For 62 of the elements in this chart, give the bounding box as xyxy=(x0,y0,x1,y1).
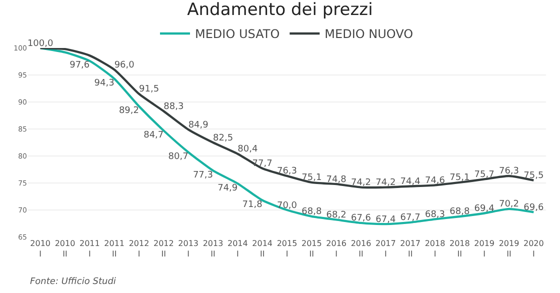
data-label: 74,8 xyxy=(326,174,347,185)
data-label: 74,4 xyxy=(400,176,421,187)
x-tick-label: 2017 II xyxy=(400,239,421,258)
x-tick-label: 2016 II xyxy=(350,239,372,258)
x-tick-label: 2012 II xyxy=(153,239,174,258)
source-note: Fonte: Ufficio Studi xyxy=(30,277,116,287)
chart-title: Andamento dei prezzi xyxy=(187,0,373,20)
data-label: 69,4 xyxy=(474,204,495,214)
x-tick-label: 2010 I xyxy=(30,239,51,258)
data-label: 74,9 xyxy=(218,183,238,194)
x-tick-label: 2019 II xyxy=(498,239,520,258)
x-tick-label: 2013 II xyxy=(202,239,224,258)
data-label: 74,6 xyxy=(424,176,446,186)
data-label: 75,1 xyxy=(302,173,322,184)
data-label: 82,5 xyxy=(213,133,234,144)
data-label: 91,5 xyxy=(139,84,160,95)
data-label: 75,1 xyxy=(450,173,470,184)
x-tick-label: 2014 I xyxy=(227,239,248,258)
data-label: 84,9 xyxy=(188,120,209,130)
data-label: 77,3 xyxy=(192,170,213,180)
x-tick-label: 2015 II xyxy=(301,239,322,258)
data-label: 74,2 xyxy=(350,178,372,188)
data-label: 100,0 xyxy=(27,38,54,49)
data-label: 67,6 xyxy=(350,214,372,224)
legend-label: MEDIO USATO xyxy=(195,27,280,42)
data-label: 97,6 xyxy=(70,60,90,71)
data-label: 89,2 xyxy=(118,106,139,116)
x-tick-label: 2019 I xyxy=(474,239,495,258)
data-label: 67,7 xyxy=(400,213,420,224)
x-tick-label: 2011 I xyxy=(79,239,100,258)
x-tick-label: 2010 II xyxy=(54,239,76,258)
x-tick-label: 2011 II xyxy=(104,239,125,258)
data-label: 71,8 xyxy=(242,200,263,210)
x-tick-label: 2015 I xyxy=(276,239,298,258)
x-tick-label: 2016 I xyxy=(326,239,347,258)
data-label: 80,7 xyxy=(168,152,188,162)
data-label: 68,3 xyxy=(424,210,446,220)
data-label: 94,3 xyxy=(94,78,114,89)
data-label: 70,0 xyxy=(276,200,298,211)
data-label: 75,5 xyxy=(524,171,544,182)
data-label: 76,3 xyxy=(498,166,520,177)
x-tick-label: 2017 I xyxy=(375,239,396,258)
x-tick-label: 2013 I xyxy=(178,239,199,258)
data-label: 76,3 xyxy=(276,166,298,177)
data-label: 75,7 xyxy=(474,170,494,180)
data-label: 70,2 xyxy=(498,200,520,210)
data-label: 68,8 xyxy=(302,207,322,218)
data-label: 74,2 xyxy=(376,178,396,188)
data-label: 68,2 xyxy=(326,210,346,220)
x-tick-label: 2020 I xyxy=(523,239,544,258)
data-label: 69,6 xyxy=(524,202,544,213)
x-tick-label: 2018 II xyxy=(449,239,470,258)
data-label: 67,4 xyxy=(376,214,396,225)
legend-label: MEDIO NUOVO xyxy=(324,27,414,42)
x-tick-label: 2012 I xyxy=(128,239,150,258)
data-label: 96,0 xyxy=(114,60,135,70)
x-tick-label: 2018 I xyxy=(424,239,446,258)
data-label: 68,8 xyxy=(450,207,470,218)
data-label: 84,7 xyxy=(144,130,164,140)
data-label: 88,3 xyxy=(164,102,184,112)
x-tick-label: 2014 II xyxy=(252,239,273,258)
data-label: 80,4 xyxy=(238,144,258,155)
